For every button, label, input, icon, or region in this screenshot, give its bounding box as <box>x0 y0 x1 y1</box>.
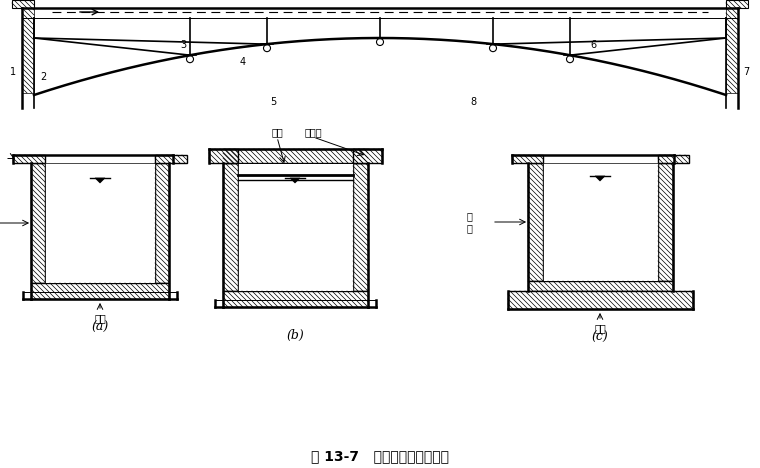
Polygon shape <box>528 163 543 281</box>
Text: (a): (a) <box>91 321 109 334</box>
Polygon shape <box>512 155 543 163</box>
Polygon shape <box>223 291 368 307</box>
Polygon shape <box>726 8 738 93</box>
Polygon shape <box>595 176 605 181</box>
Polygon shape <box>223 149 368 163</box>
Polygon shape <box>155 155 187 163</box>
Text: 底板: 底板 <box>94 313 106 323</box>
Text: 3: 3 <box>180 40 186 50</box>
Polygon shape <box>22 8 34 93</box>
Text: 5: 5 <box>270 97 276 107</box>
Text: 1: 1 <box>10 67 16 77</box>
Polygon shape <box>658 163 673 281</box>
Text: 2: 2 <box>40 72 46 82</box>
Polygon shape <box>31 163 45 283</box>
Polygon shape <box>353 163 368 291</box>
Text: 横肋: 横肋 <box>594 323 606 333</box>
Text: 图 13-7   矩形渡槽横断面型式: 图 13-7 矩形渡槽横断面型式 <box>311 449 449 463</box>
Polygon shape <box>223 163 238 291</box>
Text: 横杆: 横杆 <box>271 127 283 137</box>
Text: 6: 6 <box>590 40 596 50</box>
Polygon shape <box>209 149 238 163</box>
Text: (c): (c) <box>591 331 608 344</box>
Text: 人行道: 人行道 <box>304 127 321 137</box>
Polygon shape <box>512 155 689 314</box>
Polygon shape <box>13 155 45 163</box>
Polygon shape <box>290 178 300 183</box>
Text: (b): (b) <box>286 329 304 342</box>
Polygon shape <box>45 163 155 283</box>
Polygon shape <box>13 155 187 299</box>
Text: 7: 7 <box>743 67 749 77</box>
Polygon shape <box>528 281 673 291</box>
Polygon shape <box>12 0 34 8</box>
Polygon shape <box>508 291 693 309</box>
Polygon shape <box>209 149 382 307</box>
Polygon shape <box>353 149 382 163</box>
Polygon shape <box>95 178 105 183</box>
Polygon shape <box>726 0 748 8</box>
Polygon shape <box>658 155 689 163</box>
Polygon shape <box>238 163 353 291</box>
Polygon shape <box>543 163 658 281</box>
Polygon shape <box>31 283 169 299</box>
Polygon shape <box>155 163 169 283</box>
Text: 4: 4 <box>240 57 246 67</box>
Text: 侧
墙: 侧 墙 <box>466 211 472 233</box>
Text: 8: 8 <box>470 97 476 107</box>
